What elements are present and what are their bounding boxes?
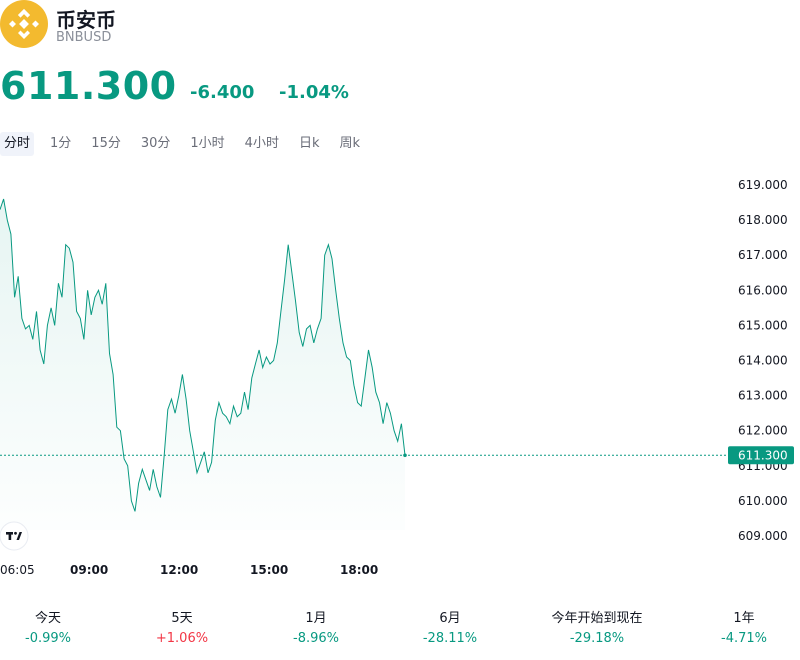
period-label: 今年开始到现在 [551,611,643,626]
x-tick-label: 15:00 [250,563,288,577]
asset-name: 币安币 [56,8,116,32]
price-change: -6.400 [190,82,255,103]
y-tick-label: 615.000 [738,318,788,332]
period-item[interactable]: 5天 +1.06% [122,610,242,650]
period-change-value: +1.06% [155,631,209,646]
interval-tab[interactable]: 30分 [140,136,171,151]
interval-tab[interactable]: 4小时 [244,136,279,151]
y-tick-label: 613.000 [738,389,788,403]
y-tick-label: 609.000 [738,529,788,543]
price-line [0,198,406,512]
last-price-badge [728,446,794,465]
y-tick-label: 614.000 [738,354,788,368]
period-change-value: -4.71% [721,631,767,646]
interval-tabs: 分时 1分 15分 30分 1小时 4小时 日k 周k [0,132,376,156]
asset-ticker: BNBUSD [56,30,112,45]
bnb-logo-icon [0,0,48,48]
interval-tab[interactable]: 15分 [91,136,121,151]
x-tick-label: 12:00 [160,563,198,577]
y-tick-label: 616.000 [738,283,788,297]
interval-tab[interactable]: 1小时 [190,136,225,151]
period-label: 1年 [733,611,755,626]
period-change-value: -0.99% [25,631,71,646]
period-label: 5天 [171,611,193,626]
period-item[interactable]: 1年 -4.71% [684,610,800,650]
y-tick-label: 617.000 [738,248,788,262]
interval-tab[interactable]: 1分 [50,136,72,151]
y-tick-label: 610.000 [738,494,788,508]
period-change-value: -28.11% [422,631,478,646]
price-chart[interactable]: 619.000 618.000 617.000 616.000 615.000 614.0… [0,170,800,590]
period-change-value: -8.96% [293,631,339,646]
y-tick-label: 612.000 [738,424,788,438]
period-label: 6月 [439,611,461,626]
period-item[interactable]: 6月 -28.11% [390,610,510,650]
x-tick-label: 09:00 [70,563,108,577]
header: 币安币 BNBUSD [0,0,400,50]
interval-tab[interactable]: 分时 [0,132,35,156]
period-item[interactable]: 1月 -8.96% [256,610,376,650]
period-change-value: -29.18% [569,631,625,646]
x-tick-label: 18:00 [340,563,378,577]
tradingview-logo-icon[interactable] [0,521,29,551]
y-tick-label: 619.000 [738,178,788,192]
period-item[interactable]: 今天 -0.99% [0,610,108,650]
period-label: 今天 [34,611,61,626]
period-performance: 今天 -0.99% 5天 +1.06% 1月 -8.96% 6月 -28.11% 今年开始到现在… [0,610,800,654]
y-tick-label: 618.000 [738,213,788,227]
interval-tab[interactable]: 日k [298,136,320,151]
price-area-fill [0,199,405,530]
x-tick-label: 06:05 [0,563,35,577]
interval-tab[interactable]: 周k [339,136,361,151]
price-change-percent: -1.04% [279,82,349,103]
period-item[interactable]: 今年开始到现在 -29.18% [537,610,657,650]
price-row: 611.300 -6.400 -1.04% [0,64,500,110]
period-label: 1月 [305,611,327,626]
last-price-badge-label: 611.300 [738,448,788,462]
last-price: 611.300 [0,64,177,108]
